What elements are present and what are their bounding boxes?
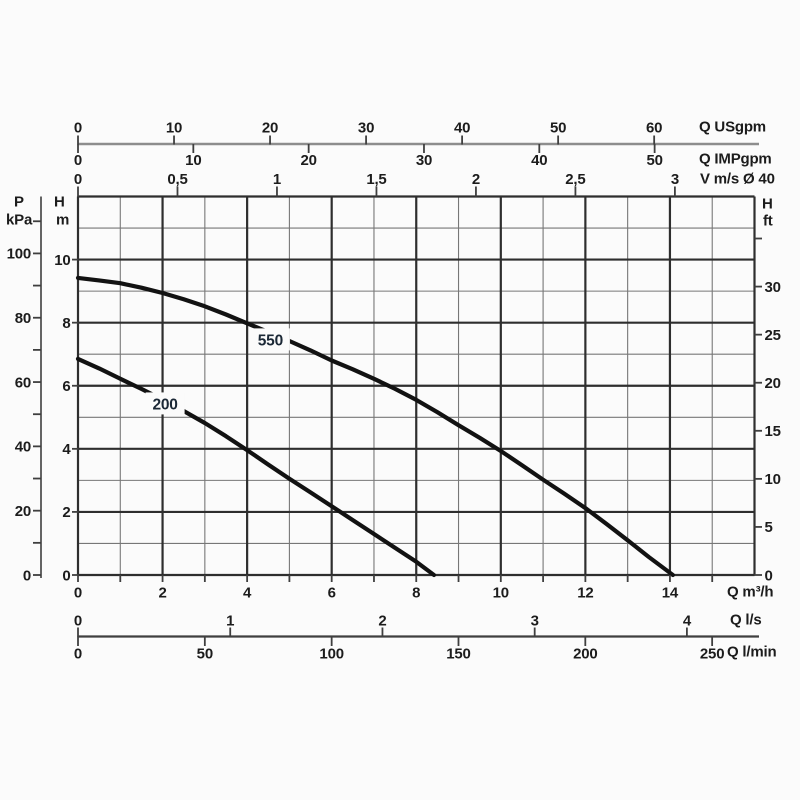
tick-label-usgpm: 60 [646, 119, 662, 136]
tick-label-m3h: 4 [243, 584, 252, 601]
tick-label-lmin: 50 [197, 645, 213, 662]
tick-label-m3h: 8 [412, 584, 420, 601]
tick-label-usgpm: 0 [74, 119, 82, 136]
tick-label-ls: 1 [226, 612, 234, 629]
curve-label-box-200 [145, 392, 185, 415]
tick-label-vms: 2,5 [565, 171, 585, 188]
tick-label-usgpm: 20 [262, 119, 278, 136]
tick-label-pkpa: 100 [7, 246, 31, 263]
tick-label-pkpa: 60 [15, 374, 31, 391]
curve-label-200: 200 [152, 396, 177, 413]
tick-label-hft: 0 [765, 567, 773, 584]
tick-label-hft: 20 [765, 375, 781, 392]
curve-label-box-550 [250, 328, 290, 351]
velocity-unit: V m/s Ø 40 [700, 170, 775, 188]
tick-label-impgpm: 10 [185, 152, 201, 169]
tick-label-hft: 30 [765, 279, 781, 296]
tick-label-lmin: 150 [446, 645, 470, 662]
tick-label-hft: 15 [765, 423, 781, 440]
tick-label-vms: 0 [74, 171, 82, 188]
tick-label-m3h: 12 [577, 584, 593, 601]
tick-label-usgpm: 30 [358, 119, 374, 136]
pressure-axis-title: P [14, 193, 24, 211]
flow-unit-m3h: Q m³/h [727, 583, 774, 601]
tick-label-pkpa: 40 [15, 439, 31, 456]
curve-200 [75, 356, 437, 578]
tick-label-vms: 2 [472, 171, 480, 188]
tick-label-pkpa: 80 [15, 310, 31, 327]
tick-label-hm: 8 [62, 315, 70, 332]
tick-label-m3h: 14 [662, 584, 679, 601]
tick-label-ls: 4 [683, 612, 692, 629]
tick-label-pkpa: 20 [15, 503, 31, 520]
tick-label-hft: 25 [765, 327, 781, 344]
head-axis-unit-m: m [56, 211, 70, 229]
tick-label-impgpm: 20 [301, 152, 317, 169]
head-axis-unit-ft: ft [763, 212, 773, 230]
tick-label-hm: 10 [54, 252, 70, 269]
pressure-axis-unit: kPa [6, 211, 33, 229]
tick-label-usgpm: 40 [454, 119, 470, 136]
head-axis-title-left: H [54, 193, 65, 211]
tick-label-vms: 1 [273, 171, 281, 188]
tick-label-pkpa: 0 [23, 567, 31, 584]
tick-label-hm: 2 [62, 504, 70, 521]
tick-label-m3h: 6 [328, 584, 336, 601]
tick-label-hft: 10 [765, 471, 781, 488]
tick-label-lmin: 100 [319, 645, 343, 662]
tick-label-impgpm: 40 [531, 152, 547, 169]
tick-label-hft: 5 [765, 519, 773, 536]
tick-label-impgpm: 50 [646, 152, 662, 169]
tick-label-usgpm: 50 [550, 119, 566, 136]
flow-unit-ls: Q l/s [730, 611, 762, 629]
tick-label-m3h: 0 [74, 584, 82, 601]
tick-label-impgpm: 0 [74, 152, 82, 169]
tick-label-hm: 4 [62, 441, 71, 458]
tick-label-lmin: 0 [74, 645, 82, 662]
tick-label-ls: 3 [531, 612, 539, 629]
flow-unit-usgpm: Q USgpm [699, 118, 766, 136]
tick-label-m3h: 2 [158, 584, 166, 601]
tick-label-m3h: 10 [493, 584, 509, 601]
head-axis-title-right: H [762, 195, 773, 213]
tick-label-ls: 0 [74, 612, 82, 629]
curve-label-550: 550 [258, 332, 283, 349]
tick-label-vms: 1,5 [366, 171, 386, 188]
tick-label-lmin: 250 [700, 645, 724, 662]
tick-label-hm: 0 [62, 567, 70, 584]
flow-unit-lmin: Q l/min [727, 643, 777, 661]
tick-label-ls: 2 [378, 612, 386, 629]
curve-550 [75, 275, 675, 578]
tick-label-vms: 3 [671, 171, 679, 188]
tick-label-lmin: 200 [573, 645, 597, 662]
flow-unit-impgpm: Q IMPgpm [699, 150, 772, 168]
tick-label-impgpm: 30 [416, 152, 432, 169]
tick-label-vms: 0,5 [167, 171, 187, 188]
tick-label-usgpm: 10 [166, 119, 182, 136]
tick-label-hm: 6 [62, 378, 70, 395]
